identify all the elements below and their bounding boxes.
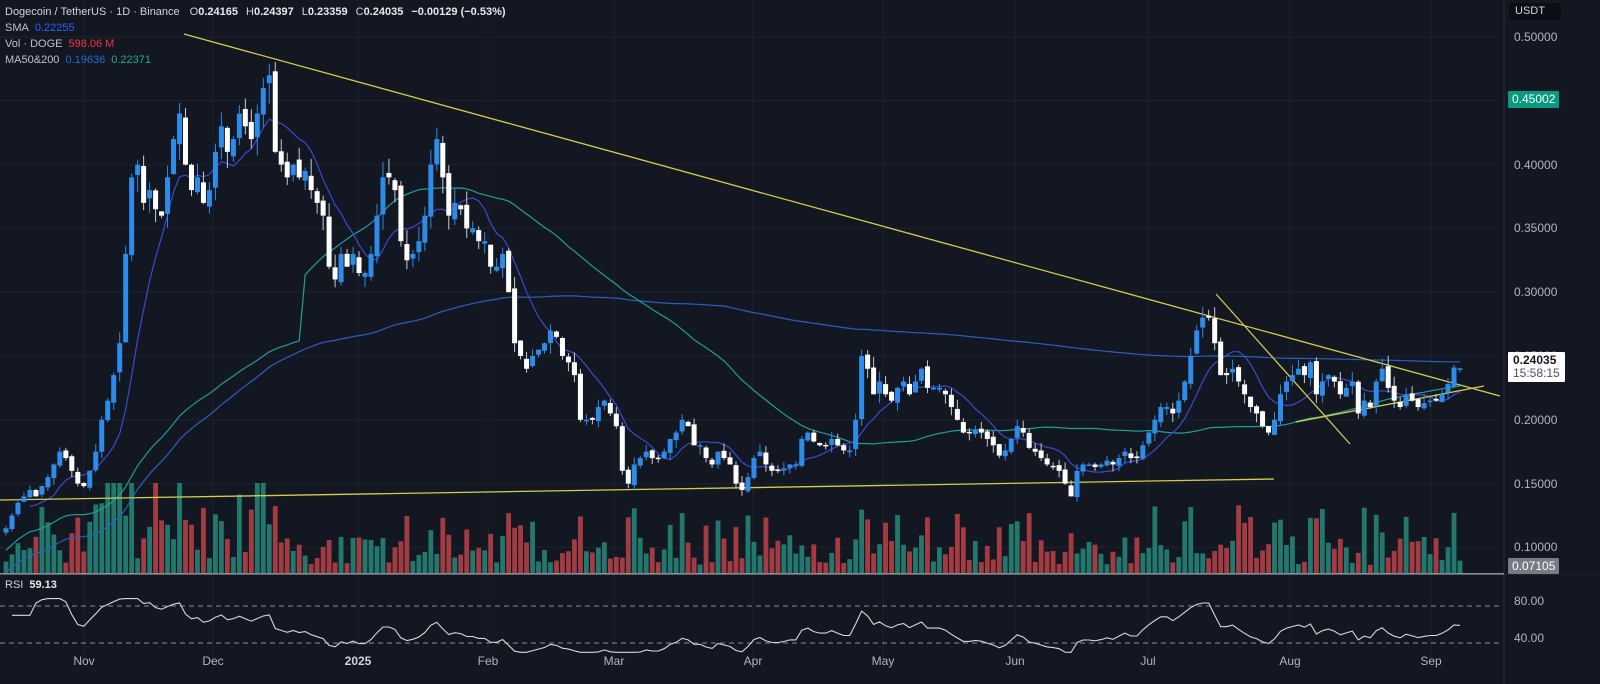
close-value: C0.24035 [355,6,404,18]
sma-legend[interactable]: SMA 0.22255 [5,22,75,34]
time-label: 2025 [344,654,372,668]
price-tick: 0.35000 [1514,221,1558,236]
chart-legend: Dogecoin / TetherUS · 1D · Binance O0.24… [5,4,506,68]
price-tick: 0.20000 [1514,412,1558,427]
volume-legend[interactable]: Vol · DOGE 598.06 M [5,38,115,50]
sma-line [29,118,1461,508]
time-label: Jun [1005,654,1025,668]
symbol-title[interactable]: Dogecoin / TetherUS · 1D · Binance [5,6,180,18]
open-value: O0.24165 [189,6,238,18]
ma-legend[interactable]: MA50&200 0.19636 0.22371 [5,54,151,66]
symbol-row: Dogecoin / TetherUS · 1D · Binance O0.24… [5,4,506,20]
ma50-line [5,187,1461,551]
time-label: Jul [1140,654,1156,668]
price-tick: 0.40000 [1514,157,1558,172]
trendlines[interactable] [0,33,1501,501]
time-label: Dec [202,654,224,668]
low-value: L0.23359 [301,6,348,18]
change-value: −0.00129 (−0.53%) [411,6,506,18]
time-label: Apr [743,654,763,668]
time-label: Nov [73,654,95,668]
rsi-tick-80: 80.00 [1514,594,1545,608]
rsi-pane [0,598,1500,653]
time-label: May [871,654,895,668]
time-label: Mar [603,654,625,668]
pane-dividers [0,573,1600,575]
ohlc-values: O0.24165 H0.24397 L0.23359 C0.24035 −0.0… [190,4,506,20]
price-tick: 0.30000 [1514,285,1558,300]
high-value: H0.24397 [246,6,294,18]
rsi-legend[interactable]: RSI 59.13 [5,579,57,591]
highlight-price-tag: 0.45002 [1508,91,1560,108]
time-label: Feb [477,654,499,668]
volume-bars [3,483,1463,573]
currency-selector[interactable]: USDT [1509,3,1561,20]
last-price-tag: 0.24035 15:58:15 [1508,352,1565,382]
time-label: Sep [1420,654,1442,668]
countdown-timer: 15:58:15 [1513,366,1560,380]
time-label: Aug [1279,654,1301,668]
chart-grid [0,0,1505,684]
price-tick: 0.15000 [1514,476,1558,491]
ma200-line [5,295,1461,573]
volume-tag: 0.07105 [1508,558,1560,574]
price-tick: 0.50000 [1514,30,1558,44]
rsi-tick-40: 40.00 [1514,631,1545,645]
candlesticks [3,62,1463,536]
price-tick: 0.10000 [1514,540,1558,555]
